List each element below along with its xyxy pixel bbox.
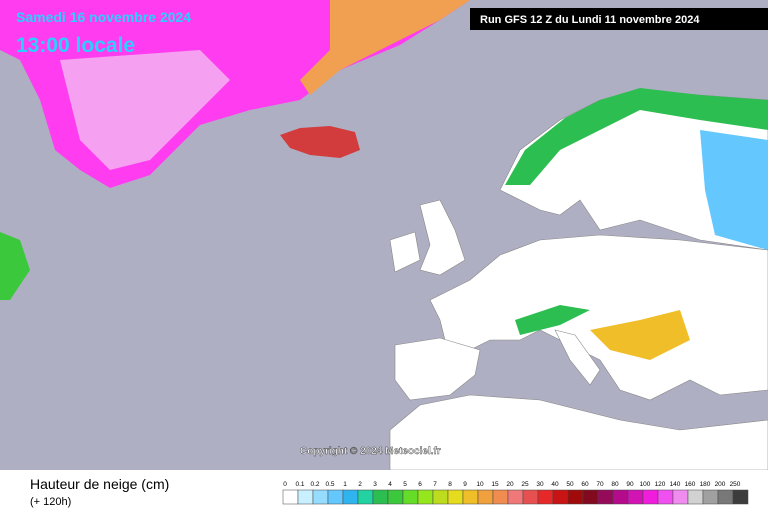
legend-tick-label: 0.1 <box>295 481 304 488</box>
legend-tick-label: 8 <box>448 481 452 488</box>
legend-swatch <box>447 489 464 505</box>
legend-tick-label: 250 <box>730 481 741 488</box>
iceland <box>280 126 360 158</box>
legend-swatch <box>552 489 569 505</box>
svalbard-snow <box>300 0 470 95</box>
legend-swatch <box>327 489 344 505</box>
run: Run GFS 12 Z du Lundi 11 novembre 2024 <box>480 14 700 26</box>
europe <box>429 234 768 401</box>
legend-tick-label: 90 <box>626 481 634 488</box>
canada <box>0 232 30 300</box>
legend-tick-label: 5 <box>403 481 407 488</box>
legend-tick-label: 100 <box>640 481 651 488</box>
legend-tick-label: 0.5 <box>325 481 334 488</box>
time: 13:00 locale <box>16 34 135 57</box>
legend-swatch <box>402 489 419 505</box>
legend-swatch <box>417 489 434 505</box>
legend-subtitle: (+ 120h) <box>30 496 71 508</box>
legend-tick-label: 40 <box>551 481 559 488</box>
legend-tick-label: 10 <box>476 481 484 488</box>
greenland-inland <box>60 50 230 170</box>
norway-snow <box>505 88 768 185</box>
legend-tick-label: 7 <box>433 481 437 488</box>
date: Samedi 16 novembre 2024 <box>16 9 191 25</box>
legend-tick-label: 60 <box>581 481 589 488</box>
legend-tick-label: 200 <box>715 481 726 488</box>
run-box <box>470 8 768 30</box>
russia-snow <box>700 130 768 250</box>
legend-tick-label: 1 <box>343 481 347 488</box>
legend-swatch <box>507 489 524 505</box>
legend-swatch <box>582 489 599 505</box>
legend-swatch <box>282 489 299 505</box>
legend-tick-label: 50 <box>566 481 574 488</box>
legend-tick-label: 20 <box>506 481 514 488</box>
legend-swatch <box>372 489 389 505</box>
legend-swatch <box>687 489 704 505</box>
legend-swatch <box>672 489 689 505</box>
legend-tick-label: 4 <box>388 481 392 488</box>
legend-swatch <box>462 489 479 505</box>
legend-swatch <box>387 489 404 505</box>
legend-swatch <box>567 489 584 505</box>
legend-swatch <box>492 489 509 505</box>
legend-tick-label: 70 <box>596 481 604 488</box>
legend-title: Hauteur de neige (cm) <box>30 476 169 492</box>
legend-tick-label: 6 <box>418 481 422 488</box>
italy <box>554 329 601 386</box>
legend-swatch <box>657 489 674 505</box>
legend-tick-label: 2 <box>358 481 362 488</box>
legend-swatch <box>612 489 629 505</box>
legend-swatch <box>297 489 314 505</box>
legend-swatch <box>597 489 614 505</box>
legend-tick-label: 15 <box>491 481 499 488</box>
legend-tick-label: 160 <box>685 481 696 488</box>
legend-swatch <box>357 489 374 505</box>
legend-swatch <box>312 489 329 505</box>
iberia <box>394 337 481 401</box>
legend-tick-label: 0 <box>283 481 287 488</box>
legend-swatch <box>732 489 749 505</box>
legend-swatch <box>702 489 719 505</box>
balkans-snow <box>590 310 690 360</box>
legend-tick-label: 3 <box>373 481 377 488</box>
ireland <box>389 231 421 273</box>
legend-tick-label: 140 <box>670 481 681 488</box>
legend-tick-label: 120 <box>655 481 666 488</box>
legend-swatch <box>642 489 659 505</box>
legend-swatch <box>522 489 539 505</box>
legend-tick-label: 80 <box>611 481 619 488</box>
legend-swatch <box>432 489 449 505</box>
legend-swatch <box>477 489 494 505</box>
legend-swatch <box>342 489 359 505</box>
legend-swatch <box>537 489 554 505</box>
legend-tick-label: 9 <box>463 481 467 488</box>
copyright: Copyright © 2024 Meteociel.fr <box>300 446 441 457</box>
legend-swatch <box>717 489 734 505</box>
great-britain <box>419 199 466 276</box>
legend-tick-label: 30 <box>536 481 544 488</box>
alps-snow <box>515 305 590 335</box>
legend-tick-label: 25 <box>521 481 529 488</box>
legend-swatch <box>627 489 644 505</box>
legend-tick-label: 0.2 <box>310 481 319 488</box>
legend-tick-label: 180 <box>700 481 711 488</box>
